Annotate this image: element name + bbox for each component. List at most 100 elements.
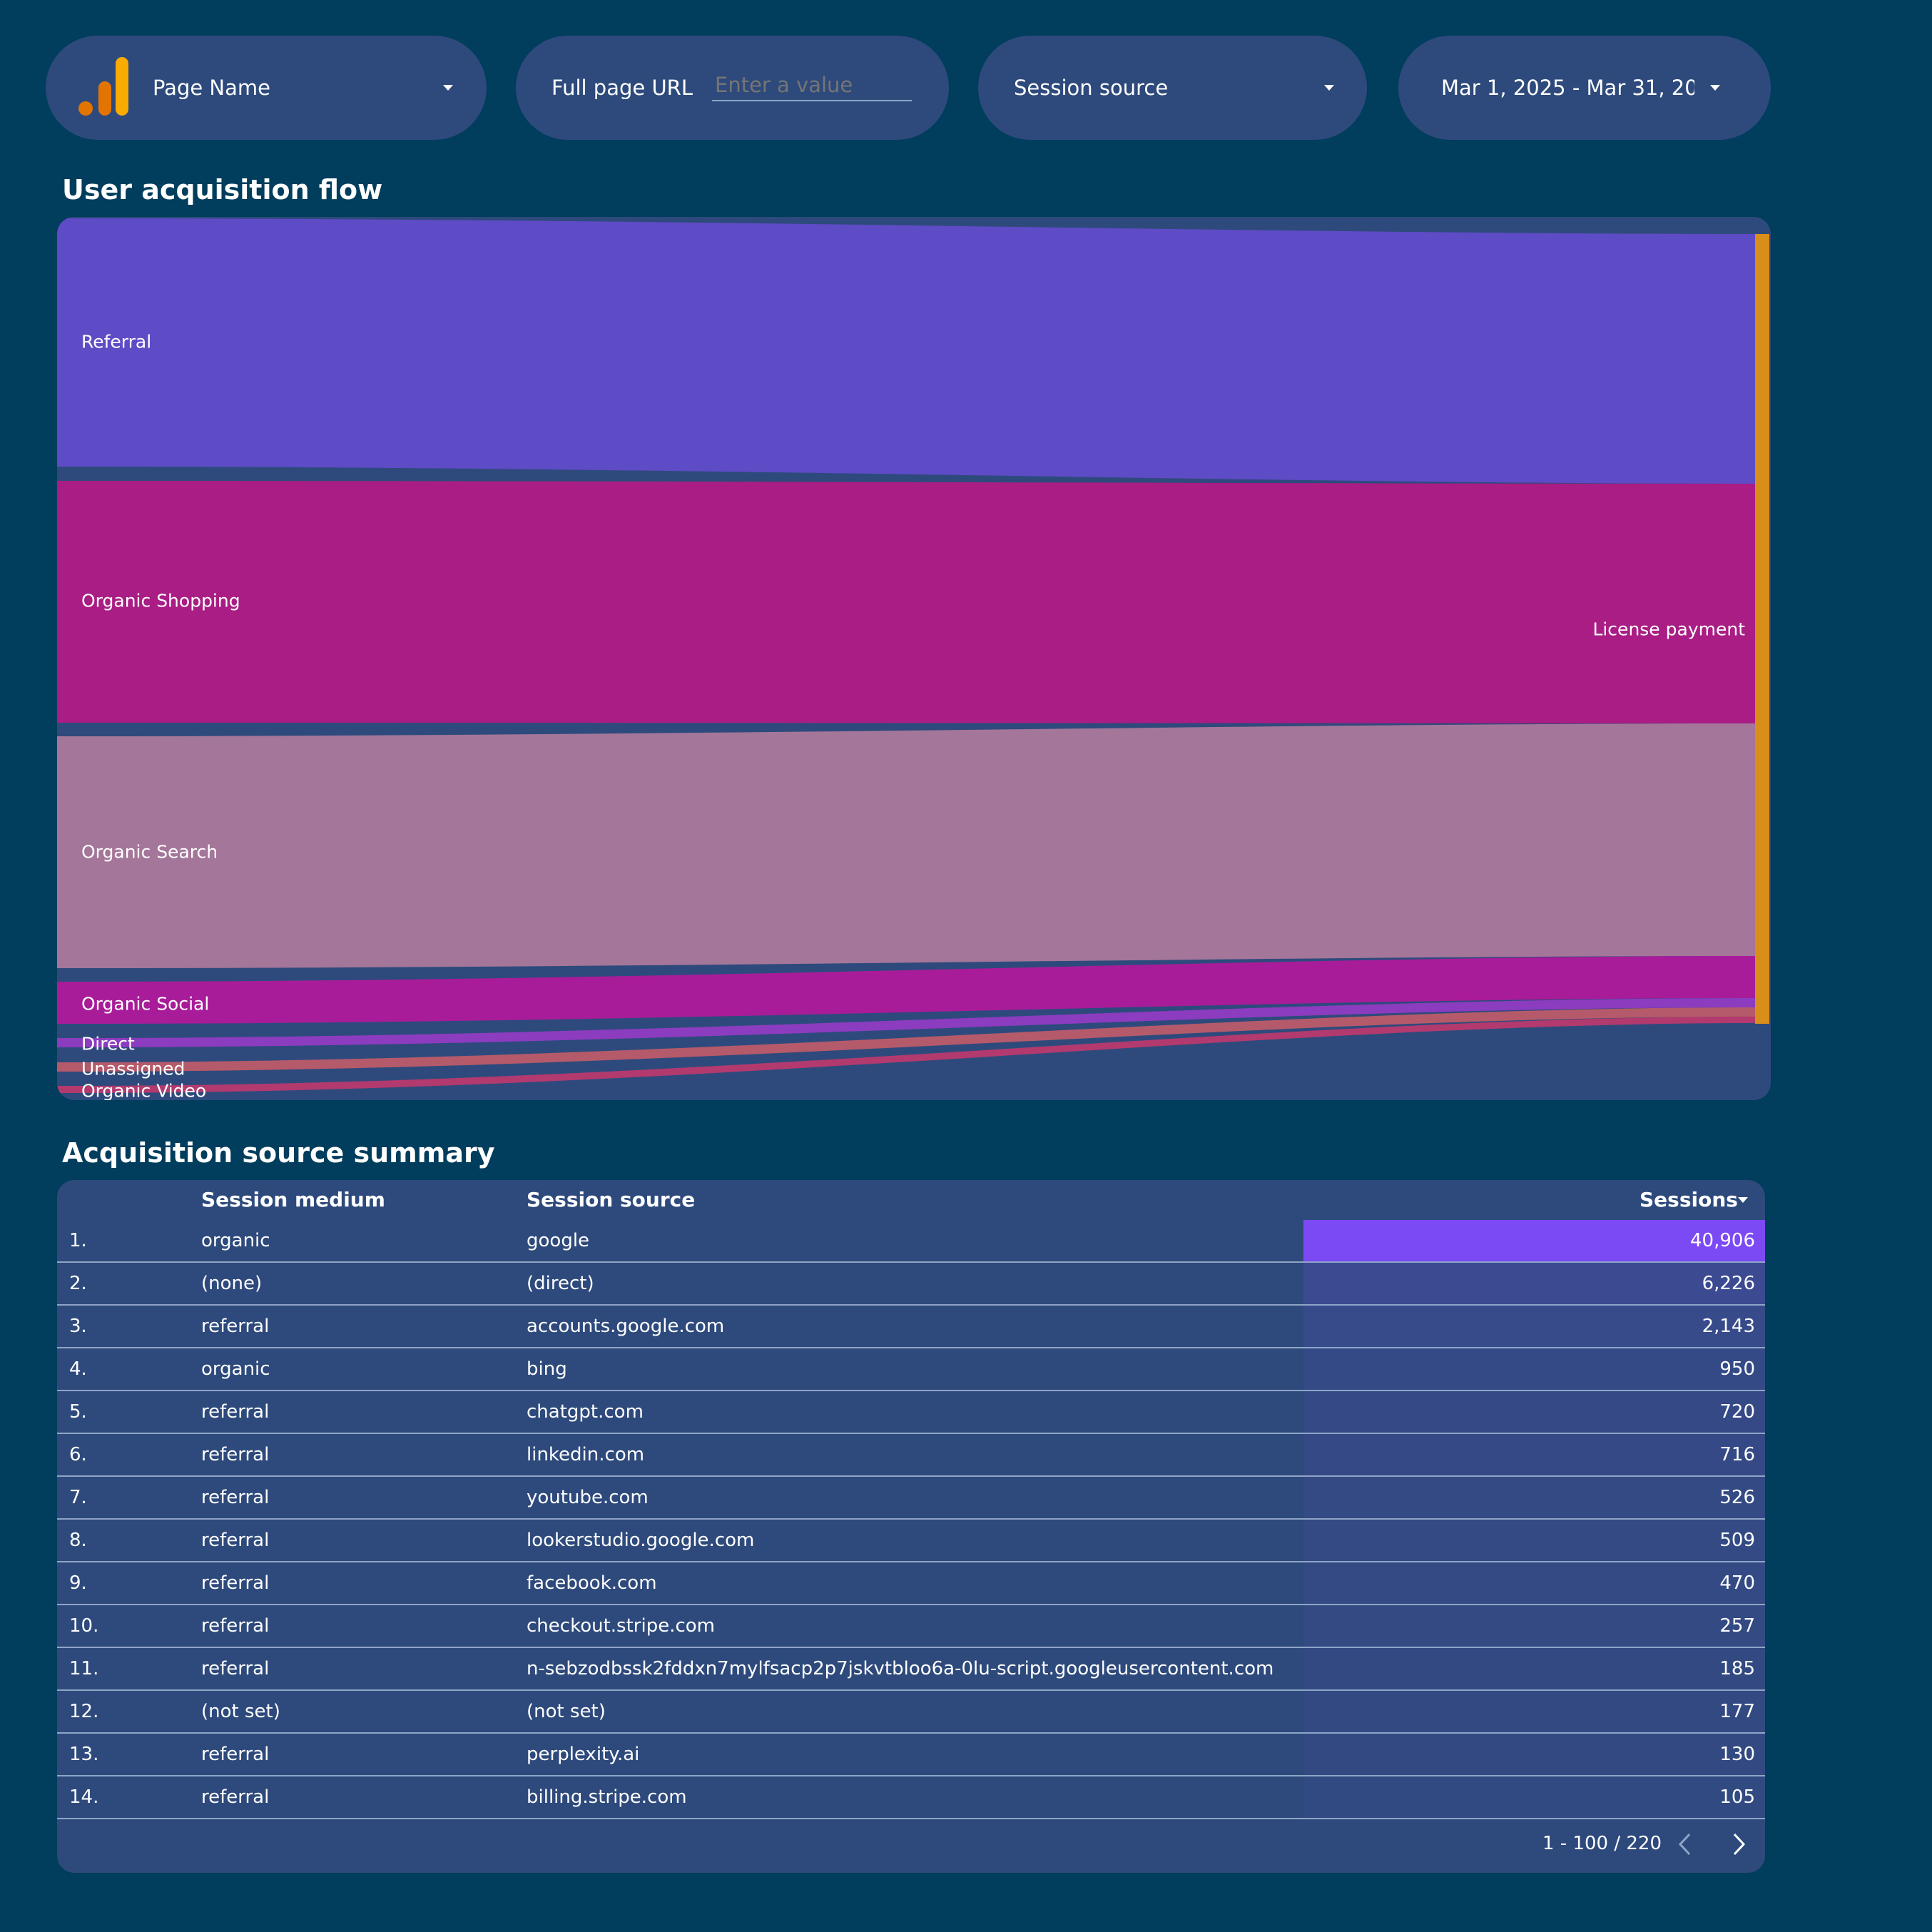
- row-medium: referral: [201, 1615, 270, 1637]
- sankey-link[interactable]: [71, 218, 1755, 484]
- pagination-label: 1 - 100 / 220: [1542, 1833, 1662, 1854]
- sankey-source-node[interactable]: [57, 1062, 71, 1072]
- row-sessions: 720: [1719, 1401, 1755, 1423]
- row-medium: referral: [201, 1444, 270, 1465]
- sankey-source-node[interactable]: [57, 1086, 71, 1093]
- sankey-link[interactable]: [71, 481, 1755, 723]
- table-row[interactable]: 1. organic google 40,906: [57, 1220, 1765, 1263]
- full-page-url-input[interactable]: [712, 70, 912, 101]
- chevron-left-icon[interactable]: [1677, 1832, 1694, 1856]
- sort-descending-icon[interactable]: [1738, 1197, 1748, 1203]
- row-rank: 13.: [69, 1744, 99, 1765]
- sankey-source-label: Direct: [81, 1033, 135, 1054]
- row-medium: referral: [201, 1487, 270, 1508]
- row-medium: referral: [201, 1401, 270, 1423]
- table-row[interactable]: 9. referral facebook.com 470: [57, 1562, 1765, 1605]
- row-source: (direct): [527, 1273, 594, 1294]
- full-page-url-filter: Full page URL: [516, 36, 949, 140]
- table-row[interactable]: 11. referral n-sebzodbssk2fddxn7mylfsacp2p…: [57, 1648, 1765, 1691]
- column-header-medium[interactable]: Session medium: [201, 1188, 385, 1211]
- row-sessions: 470: [1719, 1572, 1755, 1594]
- sankey-source-node[interactable]: [57, 1038, 71, 1047]
- column-header-source[interactable]: Session source: [527, 1188, 696, 1211]
- table-title: Acquisition source summary: [62, 1137, 495, 1169]
- row-rank: 12.: [69, 1701, 99, 1722]
- row-medium: referral: [201, 1316, 270, 1337]
- table-row[interactable]: 13. referral perplexity.ai 130: [57, 1734, 1765, 1776]
- row-source: lookerstudio.google.com: [527, 1530, 755, 1551]
- row-medium: referral: [201, 1744, 270, 1765]
- row-rank: 1.: [69, 1230, 87, 1251]
- sankey-source-node[interactable]: [57, 218, 71, 467]
- row-source: billing.stripe.com: [527, 1786, 687, 1808]
- table-row[interactable]: 2. (none) (direct) 6,226: [57, 1263, 1765, 1306]
- column-header-sessions[interactable]: Sessions: [1639, 1180, 1738, 1220]
- row-source: google: [527, 1230, 590, 1251]
- sessions-heat-cell: [1303, 1776, 1765, 1818]
- row-source: linkedin.com: [527, 1444, 645, 1465]
- sessions-heat-cell: [1303, 1391, 1765, 1433]
- row-source: youtube.com: [527, 1487, 649, 1508]
- sessions-heat-cell: [1303, 1348, 1765, 1390]
- table-row[interactable]: 7. referral youtube.com 526: [57, 1477, 1765, 1520]
- table-row[interactable]: 12. (not set) (not set) 177: [57, 1691, 1765, 1734]
- sankey-target-node[interactable]: [1755, 234, 1769, 1024]
- table-row[interactable]: 10. referral checkout.stripe.com 257: [57, 1605, 1765, 1648]
- row-medium: organic: [201, 1230, 270, 1251]
- sankey-source-node[interactable]: [57, 736, 71, 968]
- sankey-source-node[interactable]: [57, 481, 71, 723]
- row-medium: referral: [201, 1572, 270, 1594]
- row-rank: 3.: [69, 1316, 87, 1337]
- sankey-target-label: License payment: [1592, 619, 1745, 640]
- full-page-url-label: Full page URL: [551, 76, 693, 100]
- sankey-link[interactable]: [71, 1007, 1755, 1072]
- sankey-link[interactable]: [71, 723, 1755, 968]
- row-rank: 9.: [69, 1572, 87, 1594]
- table-row[interactable]: 14. referral billing.stripe.com 105: [57, 1776, 1765, 1819]
- sankey-source-node[interactable]: [57, 982, 71, 1024]
- page-name-filter[interactable]: Page Name: [46, 36, 487, 140]
- sessions-heat-cell: [1303, 1306, 1765, 1347]
- row-rank: 5.: [69, 1401, 87, 1423]
- session-source-filter[interactable]: Session source: [978, 36, 1367, 140]
- row-medium: organic: [201, 1358, 270, 1380]
- row-sessions: 185: [1719, 1658, 1755, 1679]
- table-row[interactable]: 5. referral chatgpt.com 720: [57, 1391, 1765, 1434]
- row-source: chatgpt.com: [527, 1401, 644, 1423]
- row-sessions: 509: [1719, 1530, 1755, 1551]
- sessions-heat-cell: [1303, 1520, 1765, 1561]
- row-source: perplexity.ai: [527, 1744, 640, 1765]
- acquisition-table: Session medium Session source Sessions 1…: [57, 1180, 1765, 1873]
- sankey-link[interactable]: [71, 956, 1755, 1024]
- row-rank: 8.: [69, 1530, 87, 1551]
- sankey-link[interactable]: [71, 1017, 1755, 1093]
- chevron-right-icon[interactable]: [1730, 1832, 1747, 1856]
- sankey-link[interactable]: [71, 998, 1755, 1047]
- table-row[interactable]: 8. referral lookerstudio.google.com 509: [57, 1520, 1765, 1562]
- row-source: accounts.google.com: [527, 1316, 725, 1337]
- sessions-header-label: Sessions: [1639, 1188, 1738, 1211]
- table-row[interactable]: 6. referral linkedin.com 716: [57, 1434, 1765, 1477]
- row-rank: 4.: [69, 1358, 87, 1380]
- date-range-label: Mar 1, 2025 - Mar 31, 20: [1441, 76, 1694, 100]
- row-source: (not set): [527, 1701, 606, 1722]
- date-range-picker[interactable]: Mar 1, 2025 - Mar 31, 20: [1398, 36, 1771, 140]
- table-row[interactable]: 4. organic bing 950: [57, 1348, 1765, 1391]
- row-medium: referral: [201, 1530, 270, 1551]
- table-row[interactable]: 3. referral accounts.google.com 2,143: [57, 1306, 1765, 1348]
- row-sessions: 40,906: [1690, 1230, 1755, 1251]
- row-sessions: 6,226: [1702, 1273, 1755, 1294]
- row-source: bing: [527, 1358, 567, 1380]
- sessions-heat-cell: [1303, 1562, 1765, 1604]
- row-sessions: 257: [1719, 1615, 1755, 1637]
- sankey-source-label: Organic Video: [81, 1080, 207, 1101]
- session-source-filter-label: Session source: [1014, 76, 1169, 100]
- row-medium: (not set): [201, 1701, 280, 1722]
- row-rank: 10.: [69, 1615, 99, 1637]
- sankey-chart: Referral Organic Shopping Organic Search Or…: [57, 217, 1771, 1100]
- sankey-source-label: Organic Shopping: [81, 590, 240, 611]
- sankey-source-label: Organic Search: [81, 841, 218, 863]
- chevron-down-icon: [443, 85, 453, 91]
- sessions-heat-cell: [1303, 1605, 1765, 1647]
- chevron-down-icon: [1710, 85, 1720, 91]
